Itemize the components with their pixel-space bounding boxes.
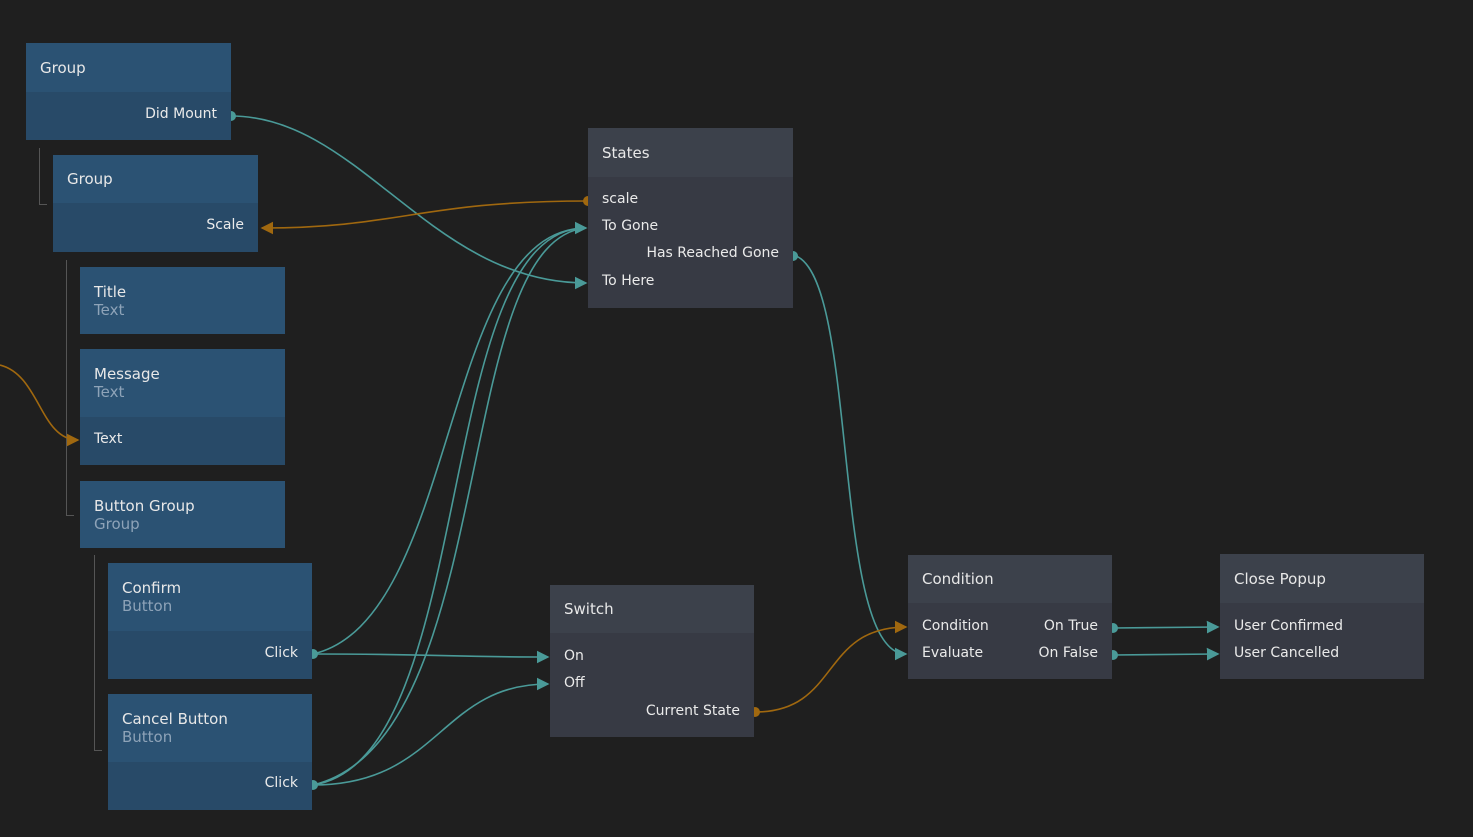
wire-cancel-togone-2[interactable] [312,227,587,786]
node-title: Confirm [122,579,182,597]
node-title: Message [94,365,160,383]
node-states[interactable]: States scale To Gone Has Reached Gone To… [588,128,793,308]
node-group-child[interactable]: Group Scale [53,155,258,252]
node-title: Group [40,58,86,77]
port-has-reached-gone[interactable]: Has Reached Gone [646,245,779,261]
node-type: Button [122,597,173,615]
wire-cancel-off[interactable] [312,677,550,786]
wire-state-condition[interactable] [754,620,908,713]
port-click[interactable]: Click [264,645,298,661]
wire-reachedgone-evaluate[interactable] [792,254,908,661]
node-title-text[interactable]: Title Text [80,267,285,334]
wire-cancel-togone-1[interactable] [312,227,587,786]
port-to-gone[interactable]: To Gone [602,218,659,234]
node-title: Switch [564,600,614,618]
hierarchy-line [39,148,47,205]
node-title: Button Group [94,496,195,515]
node-close-popup[interactable]: Close Popup User Confirmed User Cancelle… [1220,554,1424,679]
wire-onfalse[interactable] [1112,647,1220,661]
node-button-group[interactable]: Button Group Group [80,481,285,548]
node-type: Group [94,514,140,533]
wire-confirm-on[interactable] [312,650,550,664]
port-scale[interactable]: Scale [206,217,244,233]
node-switch[interactable]: Switch On Off Current State [550,585,754,737]
node-title: Title [94,282,127,301]
node-condition[interactable]: Condition Condition Evaluate On True On … [908,555,1112,679]
node-type: Text [94,383,125,401]
node-message-text[interactable]: Message Text Text [80,349,285,465]
hierarchy-line [66,260,74,516]
port-user-confirmed[interactable]: User Confirmed [1234,618,1344,634]
node-title: Group [67,170,113,188]
wire-ontrue[interactable] [1112,620,1220,634]
wire-didmount-tohere[interactable] [230,115,588,290]
node-confirm-button[interactable]: Confirm Button Click [108,563,312,679]
node-cancel-button[interactable]: Cancel Button Button Click [108,694,312,810]
port-text[interactable]: Text [94,431,123,447]
port-did-mount[interactable]: Did Mount [145,106,217,122]
node-title: States [602,143,650,162]
port-evaluate[interactable]: Evaluate [922,645,984,661]
port-condition[interactable]: Condition [922,618,989,634]
node-group[interactable]: Group Did Mount [26,43,231,140]
port-scale[interactable]: scale [602,191,639,207]
port-user-cancelled[interactable]: User Cancelled [1234,645,1340,661]
node-type: Button [122,728,173,746]
port-click[interactable]: Click [264,775,298,791]
port-current-state[interactable]: Current State [645,703,740,719]
wire-confirm-togone[interactable] [312,221,588,655]
node-title: Condition [922,570,994,588]
port-off[interactable]: Off [564,675,585,691]
port-on[interactable]: On [564,648,584,664]
node-type: Text [94,300,125,319]
port-on-true[interactable]: On True [1043,618,1098,634]
node-title: Cancel Button [122,710,228,728]
port-to-here[interactable]: To Here [602,273,655,289]
wire-scale[interactable] [260,200,589,235]
hierarchy-line [94,555,102,751]
node-title: Close Popup [1234,569,1326,588]
wire-text-input[interactable] [0,364,80,447]
port-on-false[interactable]: On False [1038,645,1099,661]
